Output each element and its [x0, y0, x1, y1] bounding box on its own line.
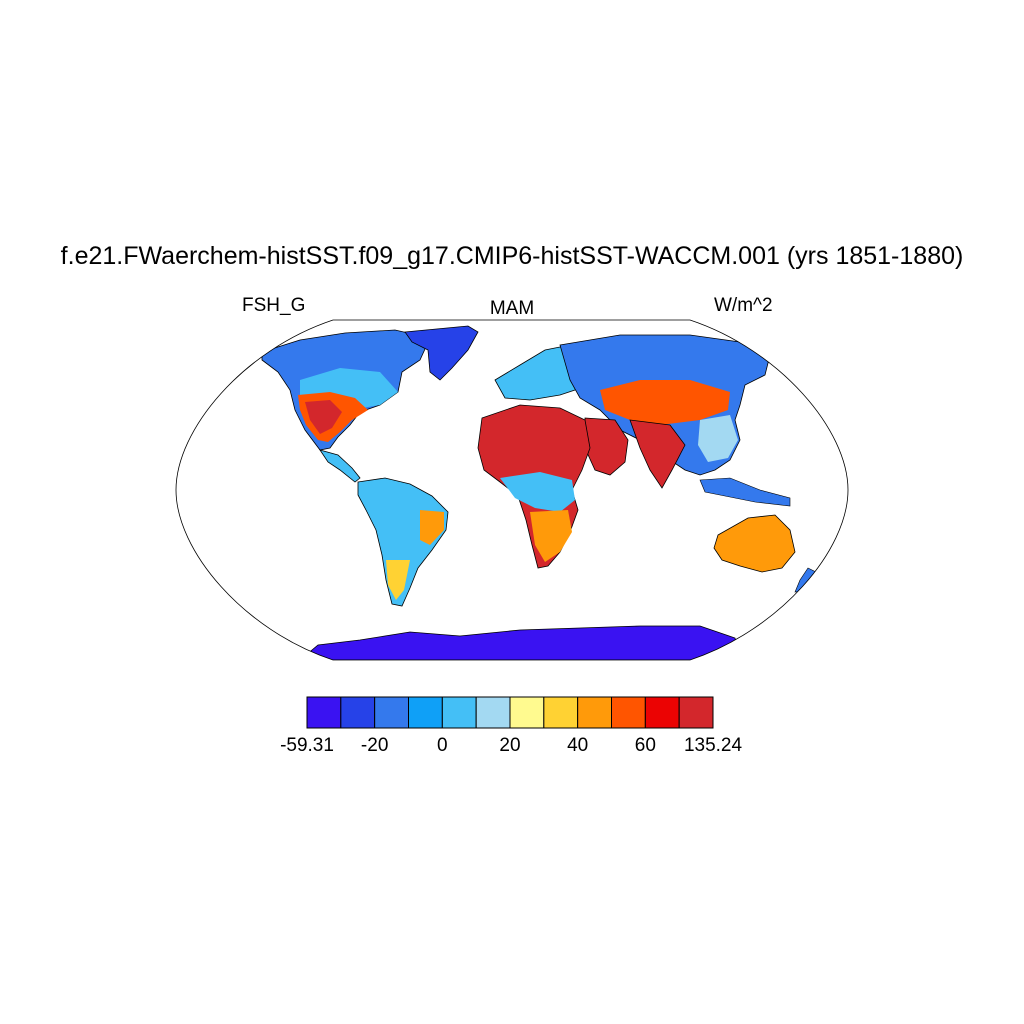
colorbar-swatch	[441, 696, 477, 729]
landmass-southern-africa	[530, 510, 572, 562]
landmass-south-america	[357, 477, 449, 607]
colorbar-swatch	[577, 696, 613, 729]
landmass-brazil-hot	[420, 510, 444, 545]
landmass-us-southwest	[305, 400, 342, 434]
colorbar-tick-label: 60	[634, 735, 656, 756]
colorbar-swatch	[306, 696, 342, 729]
landmass-east-asia-mild	[698, 415, 738, 462]
colorbar-swatch	[509, 696, 545, 729]
season-label: MAM	[489, 298, 535, 319]
landmass-central-america	[319, 449, 361, 483]
colorbar-swatch	[678, 696, 714, 729]
colorbar-tick-label: -20	[360, 735, 389, 756]
landmass-australia	[713, 514, 796, 573]
colorbar-tick-label: -59.31	[280, 735, 334, 756]
colorbar-tick-label: 135.24	[683, 735, 743, 756]
landmass-greenland	[404, 325, 479, 381]
units-label: W/m^2	[714, 295, 773, 316]
landmass-patagonia	[386, 560, 410, 600]
landmass-indonesia	[699, 477, 791, 507]
colorbar-swatch	[408, 696, 443, 729]
landmass-equatorial-africa	[500, 472, 575, 512]
colorbar-swatch	[644, 696, 680, 729]
colorbar-tick-label: 40	[567, 735, 589, 756]
map-border	[175, 319, 849, 661]
colorbar-swatch	[475, 696, 511, 729]
landmass-india	[629, 419, 686, 489]
plot-title: f.e21.FWaerchem-histSST.f09_g17.CMIP6-hi…	[60, 242, 964, 270]
colorbar-swatch	[374, 696, 409, 729]
landmass-central-asia-hot	[600, 380, 730, 425]
colorbar-tick-label: 0	[437, 735, 448, 756]
colorbar-swatch	[611, 696, 646, 729]
colorbar-swatch	[543, 696, 579, 729]
colorbar-swatch	[340, 696, 376, 729]
variable-label: FSH_G	[242, 295, 306, 316]
colorbar-tick-label: 20	[499, 735, 521, 756]
